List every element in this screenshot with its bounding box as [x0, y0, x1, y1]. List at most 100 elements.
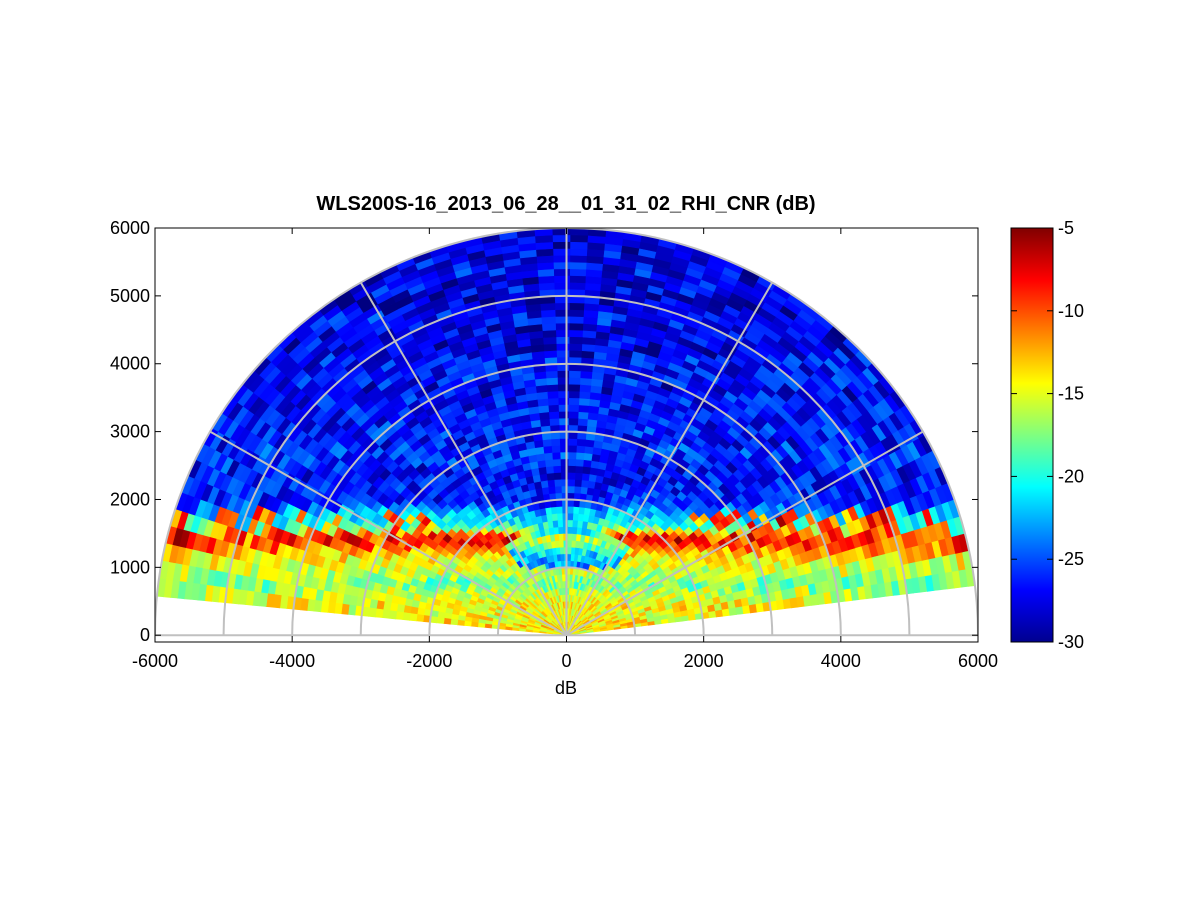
cnr-cell [546, 383, 559, 392]
cnr-cell [567, 526, 573, 534]
cnr-cell [536, 398, 549, 407]
y-tick-label: 4000 [110, 354, 150, 374]
cnr-cell [577, 513, 585, 522]
cnr-cell [547, 486, 556, 495]
cnr-cell [535, 248, 554, 257]
cnr-cell [545, 465, 554, 474]
cnr-cell [576, 438, 586, 447]
y-tick-label: 3000 [110, 422, 150, 442]
cnr-cell [569, 254, 587, 263]
cnr-cell [569, 248, 588, 257]
cnr-cell [567, 444, 577, 453]
cnr-cell [566, 533, 573, 541]
cnr-cell [568, 315, 584, 324]
cnr-cell [575, 445, 586, 454]
cnr-cell [541, 322, 557, 332]
x-tick-label: -6000 [132, 651, 178, 671]
cnr-cell [548, 411, 560, 420]
cnr-cell [581, 472, 590, 481]
cnr-cell [539, 418, 551, 427]
cnr-cell [568, 370, 581, 379]
cnr-data-layer [156, 228, 976, 636]
cnr-cell [388, 610, 398, 620]
cnr-cell [566, 560, 571, 568]
cnr-cell [543, 452, 553, 461]
cnr-cell [569, 261, 587, 270]
cnr-cell [579, 370, 593, 379]
cnr-cell [569, 234, 589, 243]
cnr-cell [554, 485, 562, 494]
cnr-cell [567, 471, 576, 480]
cnr-cell [577, 411, 589, 420]
cnr-cell [581, 465, 591, 475]
cnr-cell [544, 458, 554, 468]
x-tick-label: -4000 [269, 651, 315, 671]
cnr-cell [536, 261, 554, 271]
y-tick-label: 2000 [110, 489, 150, 509]
cnr-cell [537, 404, 550, 414]
cnr-cell [550, 438, 561, 447]
x-tick-label: 2000 [684, 651, 724, 671]
x-tick-label: -2000 [406, 651, 452, 671]
plot-area: -6000 -4000 -2000 0 2000 4000 6000 0 1000 2000 30… [110, 218, 998, 671]
chart-title: WLS200S-16_2013_06_28__01_31_02_RHI_CNR … [316, 193, 815, 215]
cnr-cell [375, 608, 384, 618]
colorbar-tick-label: -20 [1058, 466, 1084, 486]
cnr-cell [557, 526, 564, 535]
cnr-cell [536, 255, 554, 264]
cnr-cell [557, 519, 564, 528]
cnr-cell [552, 465, 562, 474]
colorbar-tick-label: -15 [1058, 384, 1084, 404]
cnr-cell [545, 370, 558, 379]
cnr-cell [546, 472, 555, 481]
cnr-cell [567, 465, 576, 473]
cnr-cell [553, 478, 562, 487]
cnr-cell [567, 438, 578, 446]
cnr-cell [540, 309, 556, 318]
cnr-cell [570, 539, 577, 548]
cnr-cell [368, 607, 377, 618]
cnr-cell [552, 458, 561, 467]
colorbar-tick-label: -25 [1058, 549, 1084, 569]
cnr-cell [581, 336, 596, 346]
cnr-cell [568, 397, 580, 406]
cnr-cell [548, 417, 560, 426]
cnr-cell [568, 343, 583, 351]
cnr-cell [579, 486, 588, 495]
cnr-cell [555, 505, 563, 514]
cnr-cell [568, 383, 581, 392]
cnr-cell [568, 376, 581, 385]
cnr-cell [567, 478, 576, 487]
cnr-cell [543, 349, 558, 359]
cnr-cell [538, 282, 555, 291]
cnr-cell [543, 343, 557, 352]
cnr-cell [573, 485, 582, 494]
colorbar-gradient [1010, 227, 1054, 643]
cnr-cell [537, 268, 555, 277]
cnr-cell [568, 417, 579, 426]
cnr-cell [567, 485, 575, 494]
cnr-cell [556, 512, 563, 521]
cnr-cell [567, 512, 574, 521]
cnr-cell [545, 377, 558, 386]
cnr-cell [566, 539, 572, 548]
cnr-cell [574, 465, 584, 474]
cnr-cell [415, 614, 425, 622]
cnr-cell [402, 612, 411, 621]
cnr-cell [568, 404, 580, 412]
cnr-cell [578, 397, 590, 406]
cnr-cell [574, 478, 582, 487]
cnr-cell [577, 404, 590, 413]
cnr-cell [551, 451, 561, 460]
cnr-cell [566, 546, 572, 555]
cnr-cell [484, 623, 493, 629]
cnr-cell [470, 621, 479, 628]
y-tick-label: 6000 [110, 218, 150, 238]
cnr-cell [546, 479, 556, 488]
cnr-cell [572, 512, 579, 521]
cnr-cell [581, 343, 596, 352]
cnr-cell [553, 472, 562, 480]
cnr-cell [542, 336, 557, 345]
cnr-cell [568, 349, 582, 358]
cnr-cell [576, 526, 583, 535]
